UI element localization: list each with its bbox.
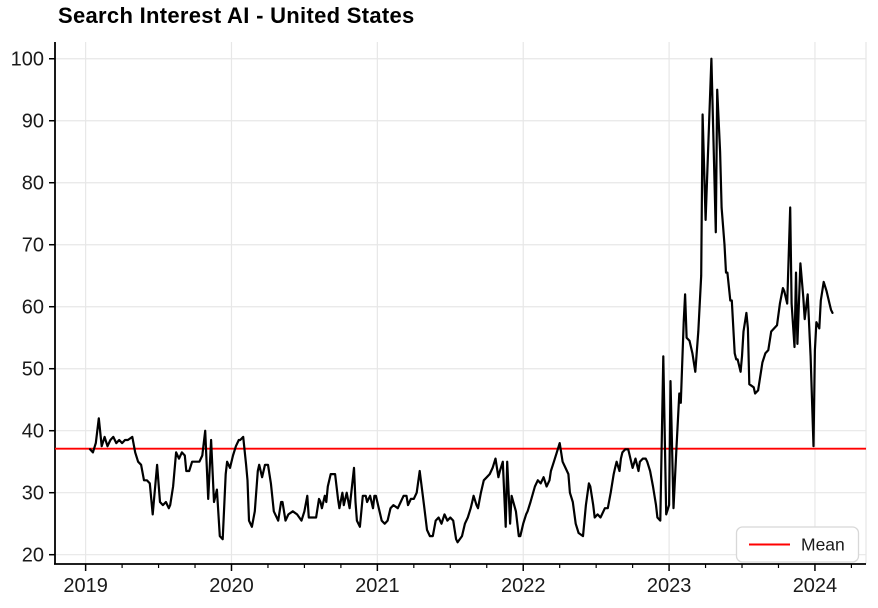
x-tick-label: 2020	[209, 575, 254, 597]
gridlines	[55, 42, 867, 564]
y-tick-label: 80	[22, 173, 44, 195]
y-tick-label: 20	[22, 545, 44, 567]
data-series	[55, 57, 866, 544]
x-tick-label: 2024	[793, 575, 838, 597]
y-tick-label: 60	[22, 297, 44, 319]
y-tick-label: 100	[11, 49, 44, 71]
chart-title: Search Interest AI - United States	[58, 3, 415, 28]
axes	[49, 42, 866, 571]
legend: Mean	[735, 526, 860, 563]
legend-box	[735, 526, 860, 563]
y-tick-label: 70	[22, 235, 44, 257]
y-tick-label: 90	[22, 111, 44, 133]
y-tick-label: 40	[22, 421, 44, 443]
x-tick-label: 2023	[647, 575, 692, 597]
y-tick-label: 30	[22, 483, 44, 505]
x-tick-label: 2019	[63, 575, 108, 597]
x-tick-label: 2021	[355, 575, 400, 597]
x-tick-label: 2022	[501, 575, 546, 597]
tick-labels: 20 30 40 50 60 70 80 90 100 2019 2020 2021 2022 2023 2…	[11, 49, 838, 597]
search-interest-series-line	[88, 57, 834, 544]
y-tick-label: 50	[22, 359, 44, 381]
legend-label: Mean	[801, 535, 845, 555]
